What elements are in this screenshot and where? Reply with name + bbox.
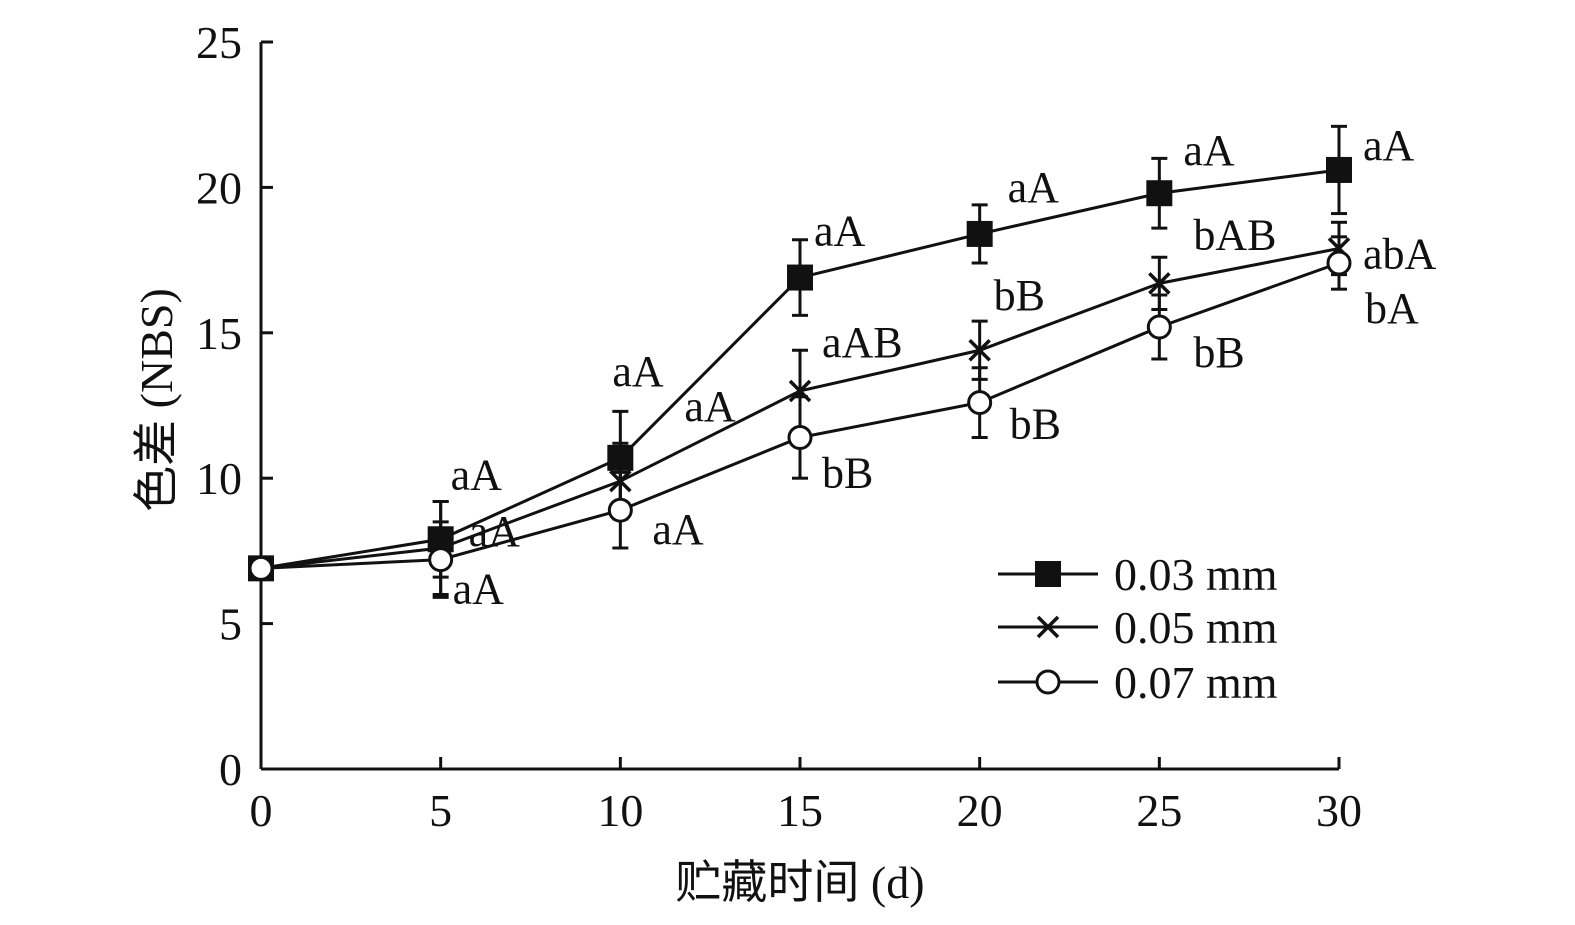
data-point: [1146, 180, 1173, 207]
legend-item-1: 0.03 mm: [998, 549, 1278, 600]
data-point: [1148, 272, 1171, 295]
significance-label: bB: [994, 271, 1045, 320]
markers-series-3: [248, 250, 1352, 581]
significance-label: aA: [1183, 126, 1235, 175]
x-axis-title: 贮藏时间 (d): [675, 857, 924, 908]
y-tick-label: 5: [219, 599, 242, 650]
significance-label: aA: [652, 505, 704, 554]
y-tick-label: 10: [196, 453, 242, 504]
x-tick-label: 15: [777, 785, 823, 836]
significance-label: aA: [469, 507, 521, 556]
significance-label: bB: [822, 448, 873, 497]
data-point-stroke-b: [968, 339, 991, 362]
significance-label: aA: [684, 382, 736, 431]
x-tick-label: 25: [1136, 785, 1182, 836]
data-point: [248, 555, 274, 581]
plot-area: [248, 124, 1352, 599]
x-tick-label: 5: [429, 785, 452, 836]
significance-label: aA: [1363, 121, 1415, 170]
data-point: [607, 497, 633, 523]
significance-label: bB: [1010, 400, 1061, 449]
legend-label: 0.05 mm: [1114, 602, 1278, 653]
legend-label: 0.03 mm: [1114, 549, 1278, 600]
data-point-stroke-b: [788, 379, 812, 403]
legend-marker: [1036, 615, 1060, 639]
x-tick-label: 20: [957, 785, 1003, 836]
data-point: [428, 547, 454, 573]
significance-label: aA: [453, 565, 505, 614]
axes: 0 5 10 15 20 25 30 0 5 10 15 20 25: [196, 17, 1362, 836]
data-point-stroke-b: [1148, 272, 1171, 295]
legend-marker: [1035, 669, 1061, 695]
data-point: [788, 379, 812, 403]
y-tick-label: 15: [196, 308, 242, 359]
legend-item-2: 0.05 mm: [998, 602, 1278, 653]
legend-label: 0.07 mm: [1114, 657, 1278, 708]
data-point: [1146, 314, 1172, 340]
significance-label: abA: [1363, 229, 1437, 278]
data-point: [1326, 250, 1352, 276]
y-tick-label: 25: [196, 17, 242, 68]
data-point: [1326, 156, 1352, 183]
significance-label: aAB: [822, 318, 903, 367]
y-tick-label: 0: [219, 744, 242, 795]
legend-marker-stroke-b: [1036, 615, 1060, 639]
data-point: [968, 339, 991, 362]
x-tick-label: 10: [597, 785, 643, 836]
significance-label: bB: [1193, 328, 1244, 377]
data-point: [787, 264, 813, 291]
data-point: [967, 390, 993, 416]
legend: 0.03 mm0.05 mm0.07 mm: [998, 549, 1278, 708]
significance-label: aA: [451, 450, 503, 499]
y-axis-title: 色差 (NBS): [131, 288, 182, 512]
y-tick-label: 20: [196, 162, 242, 213]
significance-label: aA: [1008, 163, 1060, 212]
data-point: [607, 444, 634, 471]
significance-label: aA: [612, 347, 664, 396]
significance-label: aA: [814, 207, 866, 256]
data-point-stroke-b: [609, 469, 632, 493]
data-point: [966, 220, 993, 247]
data-point: [787, 424, 813, 450]
data-point: [609, 469, 632, 493]
x-tick-label: 30: [1316, 785, 1362, 836]
x-tick-label: 0: [250, 785, 273, 836]
significance-label: bAB: [1193, 210, 1276, 259]
significance-labels: aA aA aA aA aA aA aA aA aAB bB bAB abA aA aA bB bB bB bA: [451, 121, 1437, 614]
legend-item-3: 0.07 mm: [998, 657, 1278, 708]
significance-label: bA: [1365, 284, 1419, 333]
legend-marker: [1035, 561, 1061, 587]
